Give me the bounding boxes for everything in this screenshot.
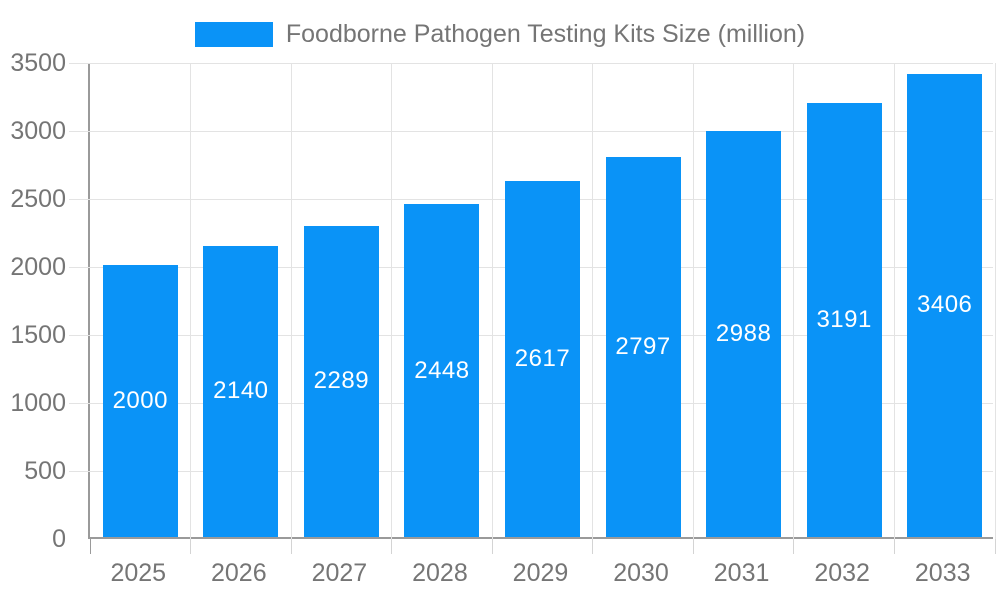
y-tick-label: 1000 [10, 389, 66, 417]
legend: Foodborne Pathogen Testing Kits Size (mi… [0, 18, 1000, 50]
legend-swatch [194, 21, 273, 47]
legend-label: Foodborne Pathogen Testing Kits Size (mi… [285, 19, 806, 48]
bar-value-label: 2988 [715, 319, 772, 347]
x-axis-tick [592, 539, 594, 554]
x-axis-tick [190, 539, 192, 554]
x-tick-label: 2030 [613, 559, 669, 587]
grid-line-horizontal [69, 130, 993, 132]
x-axis-tick [491, 539, 493, 554]
x-tick-label: 2029 [512, 559, 569, 587]
bar-value-label: 2617 [514, 345, 571, 373]
bar: 2797 [605, 156, 681, 537]
bar-value-label: 2140 [213, 377, 269, 405]
bar-value-label: 2000 [112, 387, 168, 414]
x-axis-tick [893, 539, 895, 554]
bar-value-label: 2448 [414, 356, 470, 384]
y-tick-label: 0 [52, 525, 66, 553]
bar-value-label: 2289 [313, 367, 370, 395]
x-tick-label: 2025 [110, 559, 167, 587]
grid-line-vertical [592, 63, 594, 539]
x-axis-tick [793, 539, 795, 554]
x-tick-label: 2032 [814, 559, 870, 587]
bar-value-label: 3191 [816, 306, 872, 334]
grid-line-vertical [793, 63, 795, 539]
x-tick-label: 2026 [211, 559, 267, 587]
bar: 2617 [505, 181, 580, 537]
bar-value-label: 2797 [615, 332, 671, 360]
x-tick-label: 2028 [412, 559, 468, 587]
bar: 2140 [203, 245, 279, 537]
x-tick-label: 2031 [713, 559, 770, 587]
bar: 2000 [102, 265, 178, 537]
y-tick-label: 3000 [10, 117, 66, 145]
plot-area: 2000 2140 2289 2448 2617 2797 2988 3191 3406 [69, 62, 996, 554]
grid-line-vertical [692, 63, 694, 539]
bar: 2448 [404, 204, 480, 537]
y-tick-label: 500 [24, 457, 66, 485]
bar: 3406 [907, 73, 983, 537]
x-axis-tick [994, 539, 996, 554]
grid-line-vertical [391, 63, 393, 539]
grid-line-vertical [893, 63, 895, 539]
bar: 2289 [303, 225, 379, 537]
y-tick-label: 1500 [10, 321, 66, 349]
x-axis-tick [290, 539, 292, 554]
x-tick-label: 2033 [914, 559, 971, 587]
grid-line-vertical [491, 63, 493, 539]
x-axis-tick [89, 539, 91, 554]
bar: 2988 [706, 130, 782, 537]
x-tick-label: 2027 [311, 559, 368, 587]
bar: 3191 [806, 103, 882, 537]
x-axis-tick [692, 539, 694, 554]
grid-line-vertical [290, 63, 292, 539]
bar-value-label: 3406 [917, 291, 973, 319]
grid-line-vertical [994, 63, 996, 539]
y-tick-label: 2000 [10, 253, 66, 281]
y-tick-label: 2500 [10, 185, 66, 213]
y-tick-label: 3500 [10, 49, 66, 77]
grid-line-horizontal [69, 62, 993, 64]
x-axis-tick [391, 539, 393, 554]
grid-line-vertical [190, 63, 192, 539]
